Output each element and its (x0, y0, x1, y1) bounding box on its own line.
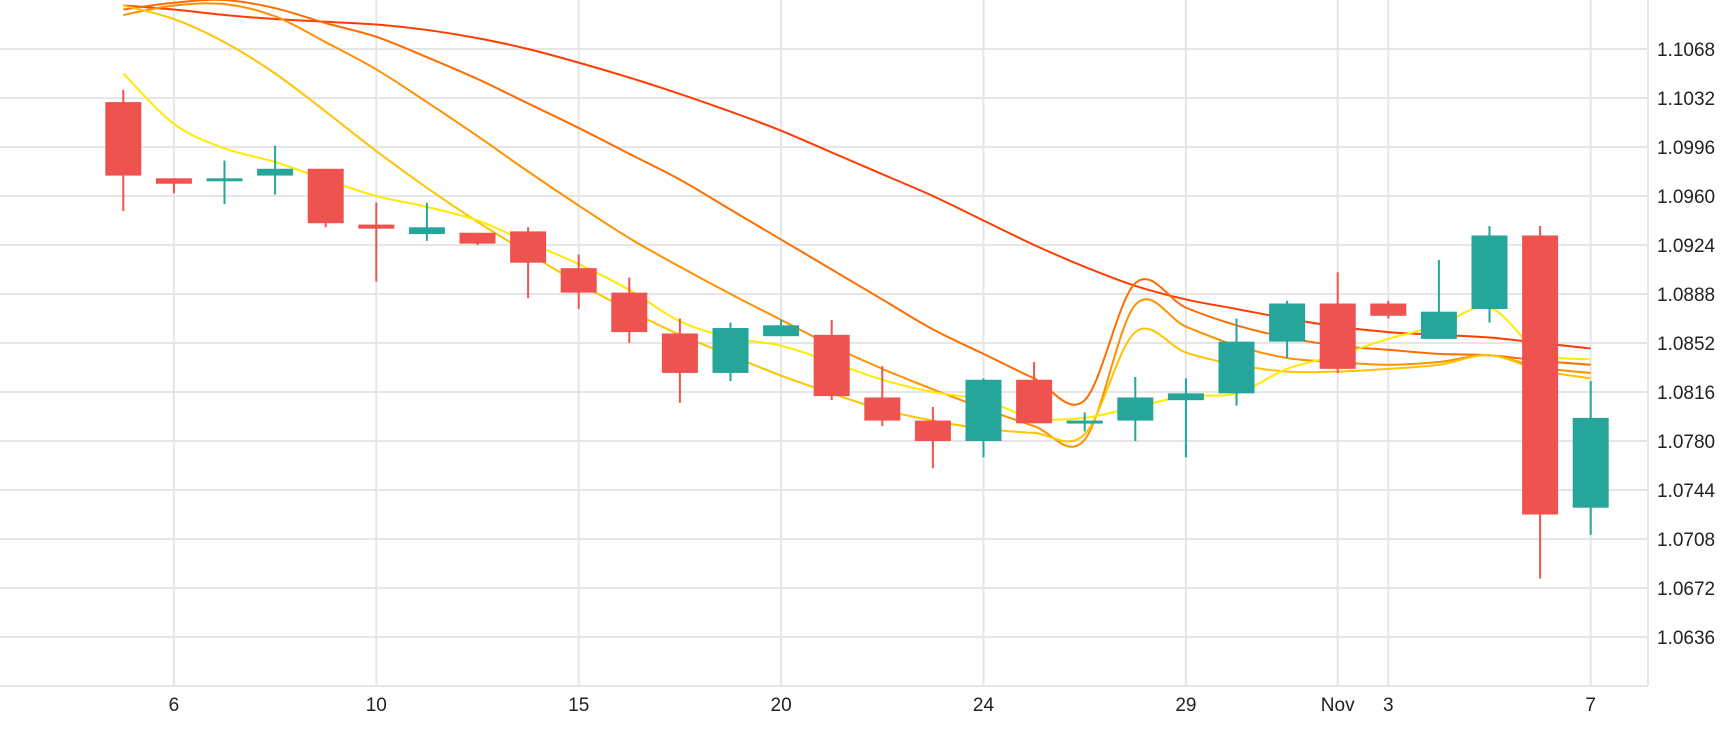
candle-body (105, 102, 142, 176)
moving-average-lines (122, 0, 1591, 448)
candle-down (1370, 300, 1407, 319)
candle-up (965, 378, 1002, 458)
candle-body (1218, 341, 1255, 394)
candle-down (1522, 225, 1559, 579)
candle-down (813, 319, 850, 401)
grid-lines (0, 0, 1648, 687)
candle-down (459, 232, 496, 245)
candle-down (864, 366, 901, 427)
candle-body (1269, 303, 1306, 342)
candle-body (358, 224, 395, 229)
y-tick-label: 1.0960 (1657, 187, 1715, 208)
candle-body (1066, 420, 1103, 424)
x-tick-label: 15 (568, 695, 589, 716)
candle-body (1420, 311, 1457, 339)
candles (105, 89, 1609, 579)
candle-up (1218, 318, 1255, 406)
x-tick-label: 3 (1383, 695, 1394, 716)
candle-down (611, 277, 648, 343)
candle-body (813, 334, 850, 397)
y-tick-label: 1.0708 (1657, 530, 1715, 551)
candle-up (408, 202, 445, 241)
candle-down (358, 202, 395, 282)
x-tick-label: 10 (366, 695, 387, 716)
y-tick-label: 1.0888 (1657, 285, 1715, 306)
candle-body (864, 397, 901, 421)
candle-body (560, 268, 597, 293)
x-tick-label: 20 (771, 695, 792, 716)
candle-body (661, 333, 698, 373)
candle-up (763, 319, 800, 337)
candle-body (1167, 393, 1204, 401)
candle-up (1471, 225, 1508, 323)
candle-body (1370, 303, 1407, 316)
x-tick-label: 7 (1585, 695, 1596, 716)
candle-body (206, 178, 243, 182)
candle-down (1319, 272, 1356, 373)
candle-body (914, 420, 951, 441)
candle-body (611, 292, 648, 333)
candle-up (712, 322, 749, 382)
candle-body (459, 232, 496, 244)
y-tick-label: 1.0816 (1657, 383, 1715, 404)
y-tick-label: 1.0636 (1657, 628, 1715, 649)
candle-body (763, 325, 800, 337)
candle-body (1572, 417, 1609, 508)
x-tick-label: 24 (973, 695, 995, 716)
ma-line-4 (123, 4, 1591, 443)
candle-body (307, 168, 344, 224)
y-tick-label: 1.0996 (1657, 138, 1715, 159)
candle-up (1572, 381, 1609, 535)
y-tick-label: 1.0924 (1657, 236, 1716, 257)
candle-body (1522, 235, 1559, 515)
x-tick-label: 29 (1175, 695, 1196, 716)
candle-body (155, 178, 192, 184)
candle-body (510, 231, 547, 263)
candle-down (155, 178, 192, 194)
candle-down (661, 318, 698, 403)
candle-down (307, 168, 344, 228)
y-tick-label: 1.1068 (1657, 40, 1715, 61)
candle-body (1471, 235, 1508, 309)
candle-up (1117, 377, 1154, 441)
candle-down (560, 254, 597, 309)
candle-down (914, 406, 951, 469)
y-tick-label: 1.0852 (1657, 334, 1715, 355)
candle-down (105, 89, 142, 211)
ma-line-3 (123, 2, 1591, 448)
x-tick-label: 6 (169, 695, 180, 716)
x-tick-label: Nov (1321, 695, 1355, 716)
x-axis-tick-labels: 6 10 15 20 24 29 Nov 3 7 (169, 695, 1596, 716)
candle-body (257, 168, 294, 176)
candle-down (510, 227, 547, 299)
candle-body (712, 328, 749, 373)
candle-body (1016, 379, 1053, 424)
y-tick-label: 1.0780 (1657, 432, 1715, 453)
candle-up (1420, 259, 1457, 339)
candle-up (257, 145, 294, 195)
candle-body (408, 227, 445, 235)
candle-body (1319, 303, 1356, 369)
y-axis-tick-labels: 1.1068 1.1032 1.0996 1.0960 1.0924 1.0888 1.08… (1657, 40, 1716, 649)
candle-down (1016, 362, 1053, 424)
candle-up (1066, 412, 1103, 432)
y-tick-label: 1.0672 (1657, 579, 1715, 600)
candle-up (1167, 378, 1204, 458)
y-tick-label: 1.1032 (1657, 89, 1715, 110)
candle-body (1117, 397, 1154, 421)
candle-up (206, 160, 243, 205)
candle-body (965, 379, 1002, 441)
y-tick-label: 1.0744 (1657, 481, 1716, 502)
candle-up (1269, 300, 1306, 358)
